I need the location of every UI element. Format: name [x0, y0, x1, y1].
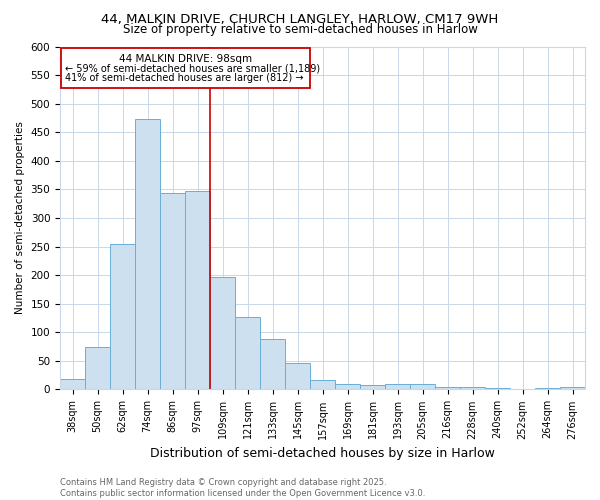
Bar — [210, 277, 235, 390]
Bar — [310, 380, 335, 390]
Bar — [435, 386, 460, 390]
Bar — [185, 190, 210, 390]
Bar — [235, 317, 260, 390]
Text: 44 MALKIN DRIVE: 98sqm: 44 MALKIN DRIVE: 98sqm — [119, 54, 252, 64]
Bar — [285, 363, 310, 390]
Text: ← 59% of semi-detached houses are smaller (1,189): ← 59% of semi-detached houses are smalle… — [65, 64, 320, 74]
Bar — [160, 194, 185, 390]
Bar — [335, 384, 360, 390]
Text: 41% of semi-detached houses are larger (812) →: 41% of semi-detached houses are larger (… — [65, 73, 304, 83]
Y-axis label: Number of semi-detached properties: Number of semi-detached properties — [15, 122, 25, 314]
Bar — [410, 384, 435, 390]
Bar — [360, 386, 385, 390]
Bar — [460, 387, 485, 390]
Bar — [510, 389, 535, 390]
Bar — [61, 48, 310, 88]
Bar — [560, 387, 585, 390]
Bar — [60, 379, 85, 390]
Bar — [135, 119, 160, 390]
Bar — [485, 388, 510, 390]
Bar — [260, 339, 285, 390]
Text: 44, MALKIN DRIVE, CHURCH LANGLEY, HARLOW, CM17 9WH: 44, MALKIN DRIVE, CHURCH LANGLEY, HARLOW… — [101, 12, 499, 26]
X-axis label: Distribution of semi-detached houses by size in Harlow: Distribution of semi-detached houses by … — [150, 447, 495, 460]
Bar — [85, 346, 110, 390]
Bar — [535, 388, 560, 390]
Text: Size of property relative to semi-detached houses in Harlow: Size of property relative to semi-detach… — [122, 22, 478, 36]
Text: Contains HM Land Registry data © Crown copyright and database right 2025.
Contai: Contains HM Land Registry data © Crown c… — [60, 478, 425, 498]
Bar — [385, 384, 410, 390]
Bar — [110, 244, 135, 390]
